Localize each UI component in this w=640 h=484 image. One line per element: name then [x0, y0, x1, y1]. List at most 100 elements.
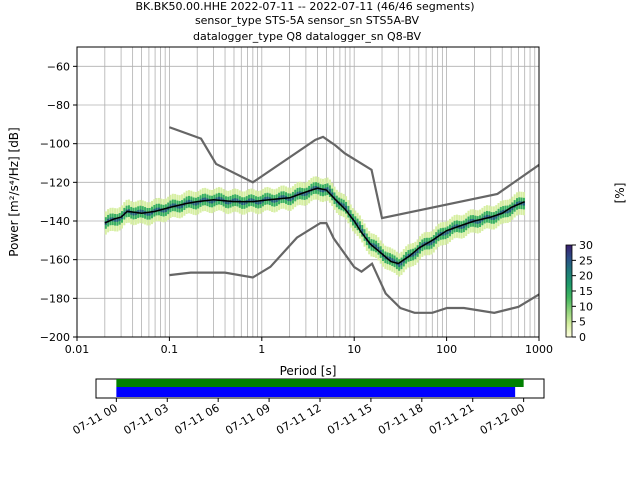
density-cell: [218, 196, 221, 201]
density-cell: [342, 203, 345, 208]
density-cell: [250, 198, 253, 203]
x-tick-label: 0.1: [161, 343, 179, 356]
density-cell: [499, 210, 502, 215]
x-axis-label: Period [s]: [280, 364, 337, 378]
density-cell: [118, 216, 121, 221]
x-tick-label: 0.01: [65, 343, 90, 356]
density-cell: [412, 252, 415, 257]
x-tick-label: 100: [436, 343, 457, 356]
density-cell: [398, 263, 401, 267]
high-noise-model: [169, 126, 539, 220]
low-noise-model: [169, 222, 539, 314]
x-tick-label: 1000: [525, 343, 553, 356]
density-cell: [236, 198, 239, 203]
ppsd-plot: 0.01 0.1 1 10 100 1000 −200 −180 −160 −140 −120 −1…: [7, 46, 553, 378]
colorbar-gradient: [565, 244, 573, 338]
density-cell: [446, 230, 449, 235]
density-cell: [449, 228, 452, 233]
density-cell: [483, 215, 486, 220]
density-cell: [162, 208, 165, 213]
density-cell: [224, 200, 227, 205]
density-cell: [518, 201, 521, 206]
density-cell: [192, 201, 195, 206]
density-cell: [506, 209, 509, 214]
timeline-tick-label: 07-11 00: [71, 401, 120, 437]
density-cell: [243, 201, 246, 205]
density-cell: [185, 200, 188, 205]
timeline-tick-label: 07-11 21: [427, 401, 476, 437]
density-cell: [146, 211, 149, 216]
density-cell: [393, 259, 396, 264]
density-cell: [208, 199, 211, 204]
density-cell: [391, 258, 394, 263]
colorbar-tick-label: 30: [579, 239, 593, 252]
density-cell: [178, 204, 181, 209]
density-cell: [116, 217, 119, 222]
density-cell: [375, 244, 378, 249]
y-tick-label: −140: [40, 215, 70, 228]
density-cell: [139, 209, 142, 214]
density-cell: [490, 215, 493, 220]
density-cell: [287, 197, 290, 202]
density-cell: [266, 196, 269, 201]
density-cell: [444, 231, 447, 236]
density-cell: [132, 211, 135, 216]
colorbar-tick-label: 15: [579, 285, 593, 298]
density-cell: [428, 241, 431, 246]
colorbar: 0 5 10 15 20 25 30 [%]: [565, 183, 627, 344]
data-coverage-timeline: 07-11 00 07-11 03 07-11 06 07-11 09 07-11 12…: [71, 378, 545, 437]
density-cell: [308, 189, 311, 194]
colorbar-tick-label: 25: [579, 254, 593, 267]
density-cell: [130, 210, 133, 215]
title-line-3: datalogger_type Q8 datalogger_sn Q8-BV: [193, 30, 421, 43]
density-cell: [363, 233, 366, 237]
density-cell: [282, 195, 285, 200]
density-cell: [271, 198, 274, 203]
mode-line: [104, 187, 525, 265]
density-cell: [241, 201, 244, 206]
x-tick-label: 1: [258, 343, 265, 356]
density-cell: [340, 202, 343, 207]
density-cell: [169, 204, 172, 209]
density-cell: [453, 224, 456, 229]
density-cell: [211, 199, 214, 204]
y-tick-label: −180: [40, 292, 70, 305]
density-cell: [257, 200, 260, 205]
density-cell: [400, 261, 403, 266]
y-tick-label: −80: [47, 99, 70, 112]
density-cell: [201, 197, 204, 202]
density-cell: [361, 228, 364, 233]
density-cell: [303, 192, 306, 197]
title-line-1: BK.BK50.00.HHE 2022-07-11 -- 2022-07-11 …: [135, 0, 474, 13]
density-cell: [305, 191, 308, 196]
density-cell: [492, 215, 495, 220]
density-cell: [197, 200, 200, 205]
density-cell: [264, 197, 267, 201]
timeline-tick-label: 07-11 06: [172, 401, 221, 437]
colorbar-ticks: 0 5 10 15 20 25 30: [572, 239, 593, 344]
mode-line-path: [104, 187, 525, 265]
density-cell: [231, 198, 234, 203]
density-cell: [114, 217, 117, 222]
density-cell: [234, 198, 237, 203]
density-cell: [460, 225, 463, 229]
density-cell: [356, 222, 359, 227]
density-cell: [522, 201, 525, 206]
density-cell: [495, 214, 498, 219]
density-cell: [176, 204, 179, 209]
density-cell: [347, 209, 350, 214]
y-axis-label: Power [m²/s⁴/Hz] [dB]: [7, 127, 21, 256]
density-cell: [204, 197, 207, 202]
timeline-tick-label: 07-11 18: [376, 401, 425, 437]
density-cell: [171, 203, 174, 208]
density-cell: [273, 198, 276, 203]
density-cell: [416, 249, 419, 253]
density-cell: [289, 197, 292, 202]
density-cell: [326, 187, 329, 192]
density-cell: [220, 197, 223, 202]
density-cell: [462, 224, 465, 229]
density-cell: [275, 198, 278, 203]
colorbar-tick-label: 0: [579, 331, 586, 344]
density-cell: [291, 195, 294, 200]
